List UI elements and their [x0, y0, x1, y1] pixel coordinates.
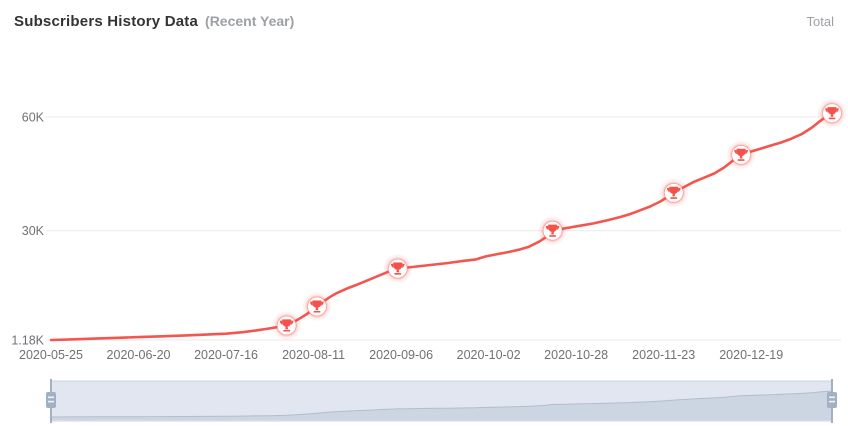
datazoom-handle-left[interactable]: [46, 379, 56, 423]
x-axis-label: 2020-10-28: [544, 348, 608, 362]
trophy-icon: [279, 319, 294, 332]
x-axis-label: 2020-07-16: [194, 348, 258, 362]
milestone-trophy-marker[interactable]: [538, 216, 567, 245]
datazoom-shadow-line: [50, 390, 833, 418]
trophy-icon: [545, 224, 560, 237]
chart-title: Subscribers History Data: [14, 13, 199, 30]
handle-grip-line: [829, 396, 835, 399]
x-axis-label: 2020-09-06: [369, 348, 433, 362]
handle-grip-line: [48, 400, 54, 403]
handle-grip-line: [829, 400, 835, 403]
datazoom-slider-track[interactable]: [50, 380, 833, 422]
trophy-icon: [734, 148, 748, 161]
milestone-trophy-marker[interactable]: [818, 99, 846, 128]
y-axis-label: 30K: [22, 224, 45, 238]
handle-grip-line: [48, 396, 54, 399]
milestone-trophy-marker[interactable]: [383, 254, 412, 283]
trophy-icon: [825, 107, 839, 120]
x-axis-label: 2020-11-23: [632, 348, 695, 362]
milestone-trophy-marker[interactable]: [727, 140, 756, 169]
trophy-icon: [310, 300, 324, 313]
x-axis-label: 2020-05-25: [19, 348, 83, 362]
milestone-trophy-marker[interactable]: [272, 311, 301, 340]
x-axis-label: 2020-10-02: [457, 348, 521, 362]
datazoom-handle-right[interactable]: [827, 379, 837, 423]
milestone-trophy-marker[interactable]: [302, 292, 331, 321]
trophy-icon: [390, 262, 405, 275]
y-axis-label: 60K: [22, 111, 45, 125]
chart-subtitle: (Recent Year): [205, 13, 295, 29]
subscribers-line-series: [49, 111, 834, 342]
chart-header: Subscribers History Data (Recent Year) T…: [14, 13, 834, 35]
legend-item-total[interactable]: Total: [806, 14, 834, 29]
y-axis-label: 1.18K: [11, 334, 44, 348]
x-axis-label: 2020-12-19: [719, 348, 783, 362]
milestone-trophy-marker[interactable]: [659, 178, 688, 207]
trophy-icon: [666, 186, 681, 199]
x-axis-label: 2020-08-11: [282, 348, 345, 362]
datazoom-data-shadow: [51, 391, 832, 420]
x-axis-label: 2020-06-20: [107, 348, 171, 362]
